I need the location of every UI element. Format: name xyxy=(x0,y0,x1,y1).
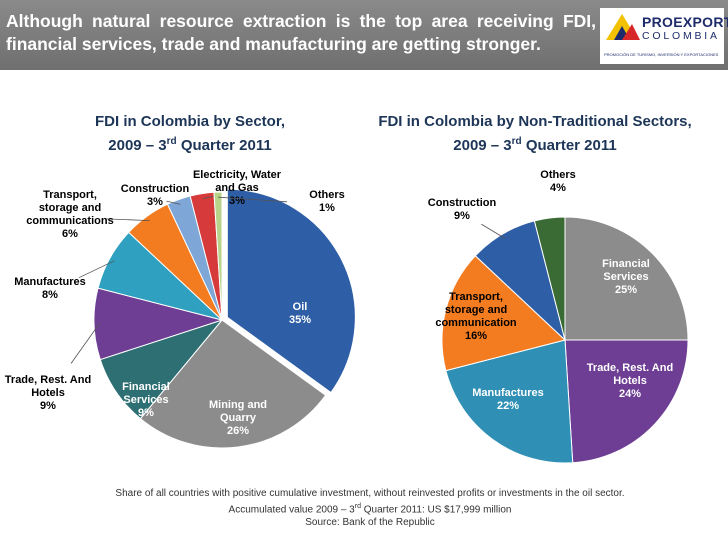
pie1-label-electricity-water-and-gas: Electricity, Water and Gas 3% xyxy=(193,169,282,207)
pie1-leader-transport-storage-and-communications xyxy=(105,218,150,221)
pie-chart-non-traditional: Financial Services 25% Trade, Rest. And Hote… xyxy=(428,169,689,464)
pie2-label-transport-storage-and-communication: Transport, storage and communication 16% xyxy=(435,291,517,342)
pie2-label-financial-services: Financial Services 25% xyxy=(602,258,650,296)
pie1-leader-others xyxy=(218,196,288,203)
pie2-label-others: Others 4% xyxy=(540,169,575,194)
chart2-title-line2: 2009 – 3rd Quarter 2011 xyxy=(453,136,617,154)
pie2-label-manufactures: Manufactures 22% xyxy=(472,387,544,412)
logo-tagline: PROMOCIÓN DE TURISMO, INVERSIÓN Y EXPORT… xyxy=(604,52,719,57)
pie1-label-construction: Construction 3% xyxy=(121,183,190,208)
pie1-label-manufactures: Manufactures 8% xyxy=(14,276,86,301)
proexport-logo-icon xyxy=(606,14,640,40)
proexport-logo: PROEXPORT COLOMBIA PROMOCIÓN DE TURISMO,… xyxy=(600,8,728,64)
pie2-slice-manufactures xyxy=(445,339,574,464)
pie1-label-transport-storage-and-communications: Transport, storage and communications 6% xyxy=(26,189,113,240)
pie1-leader-manufactures xyxy=(78,260,115,279)
pie1-slice-oil xyxy=(226,188,356,394)
pie1-slice-mining-and-quarry xyxy=(139,319,327,449)
pie1-leader-trade-rest-and-hotels xyxy=(70,323,100,364)
pie1-label-mining-and-quarry: Mining and Quarry 26% xyxy=(209,399,267,437)
logo-line2: COLOMBIA xyxy=(642,30,720,42)
pie2-label-construction: Construction 9% xyxy=(428,197,497,222)
footer-accumulated: Accumulated value 2009 – 3rd Quarter 201… xyxy=(228,503,512,516)
pie2-slice-transport-storage-and-communication xyxy=(441,255,567,372)
pie2-leader-construction xyxy=(481,223,506,239)
pie2-label-trade-rest-and-hotels: Trade, Rest. And Hotels 24% xyxy=(587,362,673,400)
pie2-slice-others xyxy=(533,216,566,341)
footer-source: Source: Bank of the Republic xyxy=(305,517,435,529)
pie1-slice-others xyxy=(213,191,223,321)
pie-chart-sector: Oil 35% Mining and Quarry 26% Financial Servic… xyxy=(5,169,356,449)
chart1-title-line1: FDI in Colombia by Sector, xyxy=(94,113,286,130)
footer-notes: Share of all countries with positive cum… xyxy=(60,487,680,529)
chart2-title: FDI in Colombia by Non-Traditional Secto… xyxy=(360,112,710,156)
pie1-label-financial-services: Financial Services 9% xyxy=(122,381,170,419)
chart2-title-line1: FDI in Colombia by Non-Traditional Secto… xyxy=(378,113,692,130)
pie1-label-trade-rest-and-hotels: Trade, Rest. And Hotels 9% xyxy=(5,374,91,412)
footer-note: Share of all countries with positive cum… xyxy=(115,488,625,499)
pie2-slice-financial-services xyxy=(564,216,689,341)
pie1-label-oil: Oil 35% xyxy=(289,301,311,326)
pie1-label-others: Others 1% xyxy=(309,189,344,214)
pie1-leader-construction xyxy=(166,200,181,205)
pie2-slice-trade-rest-and-hotels xyxy=(564,339,689,464)
logo-line1: PROEXPORT xyxy=(642,14,728,30)
chart1-title-line2: 2009 – 3rd Quarter 2011 xyxy=(108,136,272,154)
page-title: Although natural resource extraction is … xyxy=(6,11,596,54)
chart1-title: FDI in Colombia by Sector, 2009 – 3rd Qu… xyxy=(40,112,340,156)
